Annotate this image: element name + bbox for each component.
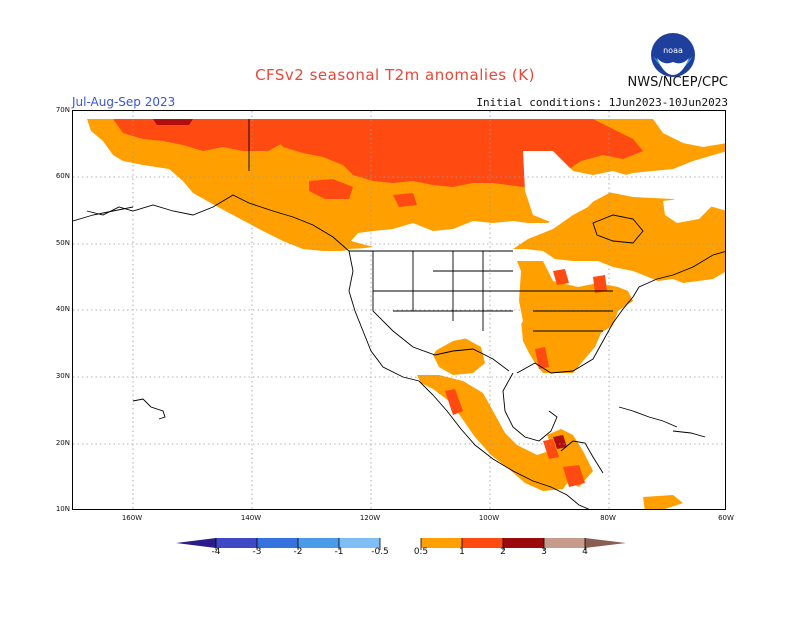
lat-label-40n: 40N xyxy=(55,305,70,313)
colorbar-bin xyxy=(380,538,421,548)
colorbar-tick-label: 4 xyxy=(582,547,588,557)
lat-label-20n: 20N xyxy=(55,439,70,447)
colorbar-high-arrow xyxy=(585,538,626,548)
colorbar-tick-lines xyxy=(215,538,586,550)
lon-label-80w: 80W xyxy=(600,514,616,522)
anomaly-2-3-region xyxy=(153,119,567,449)
lat-label-30n: 30N xyxy=(55,372,70,380)
coastlines xyxy=(73,119,725,509)
lon-label-140w: 140W xyxy=(240,514,262,522)
lat-label-50n: 50N xyxy=(55,239,70,247)
lon-label-100w: 100W xyxy=(478,514,500,522)
colorbar-bin xyxy=(421,538,462,548)
colorbar-bin xyxy=(298,538,339,548)
svg-text:noaa: noaa xyxy=(663,46,683,55)
colorbar-tick-label: -4 xyxy=(211,547,221,557)
noaa-logo-icon: noaa xyxy=(651,33,695,77)
colorbar-tick-label: 0.5 xyxy=(413,547,429,557)
colorbar-tick-label: 2 xyxy=(500,547,506,557)
season-label: Jul-Aug-Sep 2023 xyxy=(72,95,176,109)
lat-label-10n: 10N xyxy=(55,505,70,513)
map-canvas xyxy=(73,111,725,509)
colorbar-bin xyxy=(503,538,544,548)
anomaly-1-2-region xyxy=(113,119,643,487)
colorbar xyxy=(176,538,626,550)
lon-label-160w: 160W xyxy=(121,514,143,522)
colorbar-tick-label: -0.5 xyxy=(371,547,389,557)
colorbar-tick-label: -2 xyxy=(293,547,303,557)
map-title: CFSv2 seasonal T2m anomalies (K) xyxy=(255,66,535,84)
graticule xyxy=(73,111,725,509)
anomaly-map xyxy=(72,110,726,510)
colorbar-bin xyxy=(216,538,257,548)
lat-label-70n: 70N xyxy=(55,106,70,114)
colorbar-low-arrow xyxy=(176,538,216,548)
agency-label: NWS/NCEP/CPC xyxy=(627,75,728,90)
colorbar-bin xyxy=(257,538,298,548)
lon-label-120w: 120W xyxy=(359,514,381,522)
lon-label-60w: 60W xyxy=(718,514,734,522)
lat-label-60n: 60N xyxy=(55,172,70,180)
colorbar-tick-label: -1 xyxy=(334,547,344,557)
colorbar-tick-label: -3 xyxy=(252,547,262,557)
colorbar-bin xyxy=(544,538,585,548)
colorbar-bin xyxy=(339,538,380,548)
colorbar-tick-label: 3 xyxy=(541,547,547,557)
colorbar-tick-label: 1 xyxy=(459,547,465,557)
colorbar-bin xyxy=(462,538,503,548)
initial-conditions-label: Initial conditions: 1Jun2023-10Jun2023 xyxy=(476,96,728,109)
